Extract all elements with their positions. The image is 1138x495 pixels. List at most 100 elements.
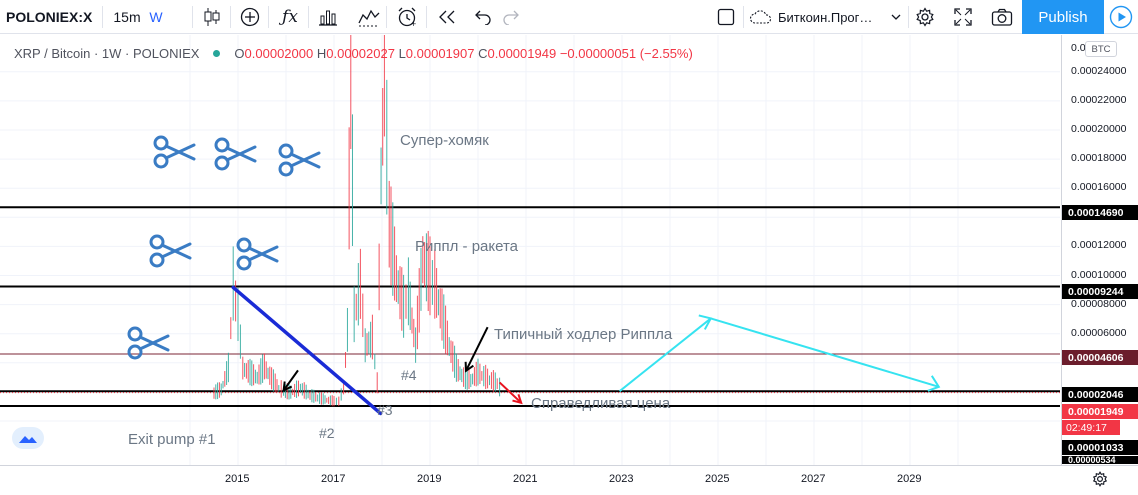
candles-icon[interactable] [200, 0, 224, 34]
fair-price-arrow-head [512, 393, 523, 405]
annotation-super-hamster[interactable]: Супер-хомяк [400, 132, 489, 149]
time-tick-label: 2017 [321, 473, 346, 485]
toolbar-divider [386, 6, 387, 28]
projection-arrowhead-up [698, 314, 713, 330]
price-tick-label: 0.00024000 [1071, 64, 1127, 77]
scissors-icon[interactable] [277, 143, 321, 177]
projection-arrowhead-down [927, 375, 941, 392]
market-status-dot [213, 50, 221, 57]
tradingview-logo-icon[interactable] [12, 427, 44, 449]
downtrend-line [231, 285, 383, 416]
alert-icon[interactable]: + [394, 0, 420, 34]
price-tick-label: 0.00012000 [1071, 239, 1127, 252]
interval-week-button[interactable]: W [149, 9, 163, 25]
price-tick-label: 0.00008000 [1071, 297, 1127, 310]
price-tick-label: 0.00020000 [1071, 123, 1127, 135]
projection-down-line [710, 317, 940, 388]
open-value: 0.00002000 [244, 46, 314, 61]
annotation-count-2[interactable]: #2 [319, 425, 335, 441]
checkbox-icon[interactable] [714, 0, 738, 34]
bar-countdown-label: 02:49:17 [1062, 420, 1120, 435]
annotation-exit-pump[interactable]: Exit pump #1 [128, 431, 216, 448]
price-series [213, 35, 501, 407]
gear-icon[interactable] [912, 0, 938, 34]
price-label-level-3: 0.00004606 [1062, 350, 1138, 365]
high-label: H [316, 46, 327, 61]
fair-price-arrow [498, 381, 522, 404]
annotation-typical-holder[interactable]: Типичный ходлер Риппла [494, 326, 673, 343]
time-tick-label: 2021 [513, 473, 538, 485]
toolbar-divider [268, 6, 269, 28]
time-tick-label: 2029 [897, 473, 922, 485]
time-tick-label: 2015 [225, 473, 250, 485]
legend-ohlc: O0.00002000 H0.00002027 L0.00001907 C0.0… [234, 46, 692, 61]
annotation-count-4[interactable]: #4 [401, 367, 417, 383]
low-value: 0.00001907 [405, 46, 475, 61]
close-value: 0.00001949 [487, 46, 557, 61]
top-toolbar: POLONIEX:X 15m W ƒx + Биткоин.Прог… [0, 0, 1138, 34]
bar-compare-icon[interactable] [316, 0, 340, 34]
price-tick-top: 0.0 [1071, 42, 1086, 54]
replay-icon[interactable] [434, 0, 460, 34]
low-label: L [398, 46, 406, 61]
scissors-icon[interactable] [235, 237, 279, 271]
time-axis[interactable] [0, 465, 1138, 495]
toolbar-divider [308, 6, 309, 28]
high-value: 0.00002027 [326, 46, 395, 61]
chart-style-icon[interactable] [356, 0, 382, 34]
svg-text:+: + [411, 19, 416, 28]
layout-name-button[interactable]: Биткоин.Прог… [778, 9, 873, 25]
redo-icon[interactable] [498, 0, 524, 34]
scissors-icon[interactable] [213, 137, 257, 171]
interval-button[interactable]: 15m [113, 9, 141, 25]
price-tick-label: 0.00018000 [1071, 152, 1127, 165]
fullscreen-icon[interactable] [950, 0, 976, 34]
time-tick-label: 2023 [609, 473, 634, 485]
symbol-search-button[interactable]: POLONIEX:X [6, 9, 93, 25]
annotation-count-3[interactable]: #3 [377, 402, 393, 418]
scissors-icon[interactable] [148, 234, 192, 268]
time-tick-label: 2025 [705, 473, 730, 485]
pointer-arrow-2019-head [464, 361, 474, 373]
toolbar-divider [230, 6, 231, 28]
toolbar-divider [192, 6, 193, 28]
toolbar-divider [908, 6, 909, 28]
price-label-partial: 0.00000534 [1062, 456, 1138, 464]
scissors-icon[interactable] [152, 135, 196, 169]
price-label-level-4: 0.00002046 [1062, 387, 1138, 402]
price-tick-label: 0.00016000 [1071, 181, 1127, 194]
scissors-icon[interactable] [126, 326, 170, 360]
annotation-fair-price[interactable]: Справедливая цена [531, 395, 671, 412]
price-tick-label: 0.00006000 [1071, 326, 1127, 339]
pointer-arrow-2016 [282, 369, 299, 392]
pointer-arrow-2019 [465, 326, 489, 372]
toolbar-divider [743, 6, 744, 28]
currency-unit-badge[interactable]: BTC [1085, 41, 1117, 57]
price-tick-label: 0.00022000 [1071, 93, 1127, 106]
pointer-arrow-2016-head [282, 381, 293, 393]
last-price-label: 0.00001949 [1062, 404, 1138, 419]
price-label-level-1: 0.00014690 [1062, 205, 1138, 220]
camera-icon[interactable] [988, 0, 1016, 34]
annotation-ripple-rocket[interactable]: Риппл - ракета [415, 238, 519, 255]
chart-settings-gear-icon[interactable] [1090, 469, 1110, 489]
undo-icon[interactable] [470, 0, 496, 34]
change-value: −0.00000051 (−2.55%) [559, 46, 693, 61]
open-label: O [234, 46, 245, 61]
close-label: C [478, 46, 488, 61]
publish-button[interactable]: Publish [1022, 0, 1104, 34]
drawings [231, 285, 941, 416]
legend-symbol-title[interactable]: XRP / Bitcoin · 1W · POLONIEX [14, 46, 200, 61]
projection-up-line [618, 317, 712, 392]
price-tick-label: 0.00010000 [1071, 268, 1127, 281]
price-chart[interactable] [0, 35, 1138, 495]
add-indicator-icon[interactable] [238, 0, 262, 34]
cloud-icon[interactable] [748, 0, 774, 34]
play-icon[interactable] [1104, 0, 1138, 34]
time-tick-label: 2027 [801, 473, 826, 485]
horizontal-levels [0, 206, 1060, 407]
chevron-down-icon[interactable] [888, 0, 904, 34]
fx-icon[interactable]: ƒx [282, 7, 298, 27]
price-label-level-5: 0.00001033 [1062, 440, 1138, 455]
toolbar-divider [426, 6, 427, 28]
